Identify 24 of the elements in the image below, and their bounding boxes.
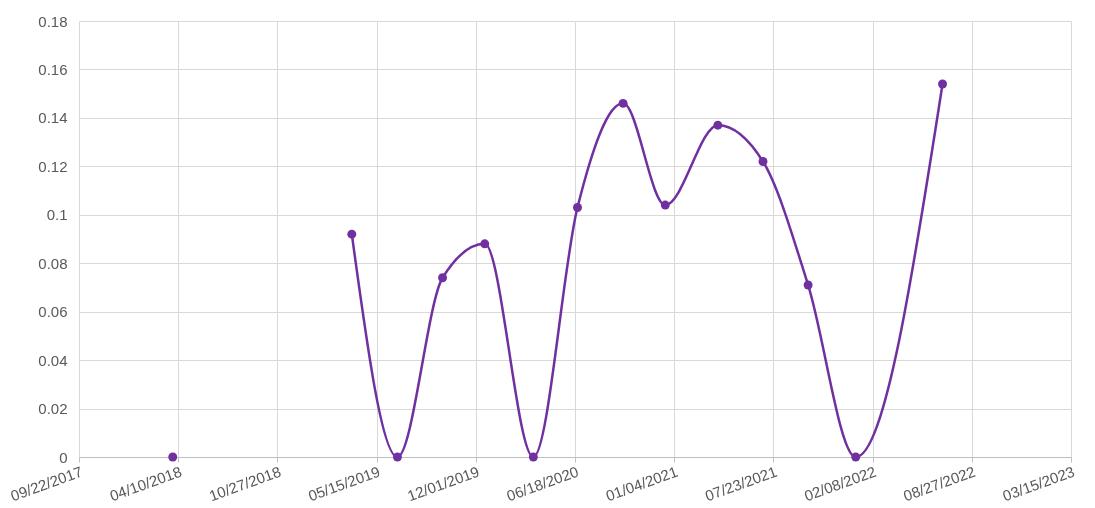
y-tick-label: 0.18 [38,12,68,30]
y-tick-label: 0.04 [38,351,68,369]
point [480,239,490,249]
point [803,280,813,290]
point [573,203,582,212]
point [392,452,402,462]
y-tick-label: 0 [59,448,68,466]
point [713,120,723,130]
y-tick-label: 0.1 [46,206,68,224]
point [347,229,357,239]
point [660,200,670,210]
point [528,452,538,462]
point [618,98,628,108]
point [168,452,178,462]
y-tick-label: 0.06 [38,303,68,321]
y-tick-label: 0.02 [38,400,68,418]
point [438,273,448,283]
y-tick-label: 0.14 [38,109,68,127]
y-tick-label: 0.08 [38,254,68,272]
point [758,157,768,166]
y-tick-label: 0.12 [38,157,68,175]
point [851,452,861,462]
y-tick-label: 0.16 [38,60,68,78]
point [938,79,948,89]
